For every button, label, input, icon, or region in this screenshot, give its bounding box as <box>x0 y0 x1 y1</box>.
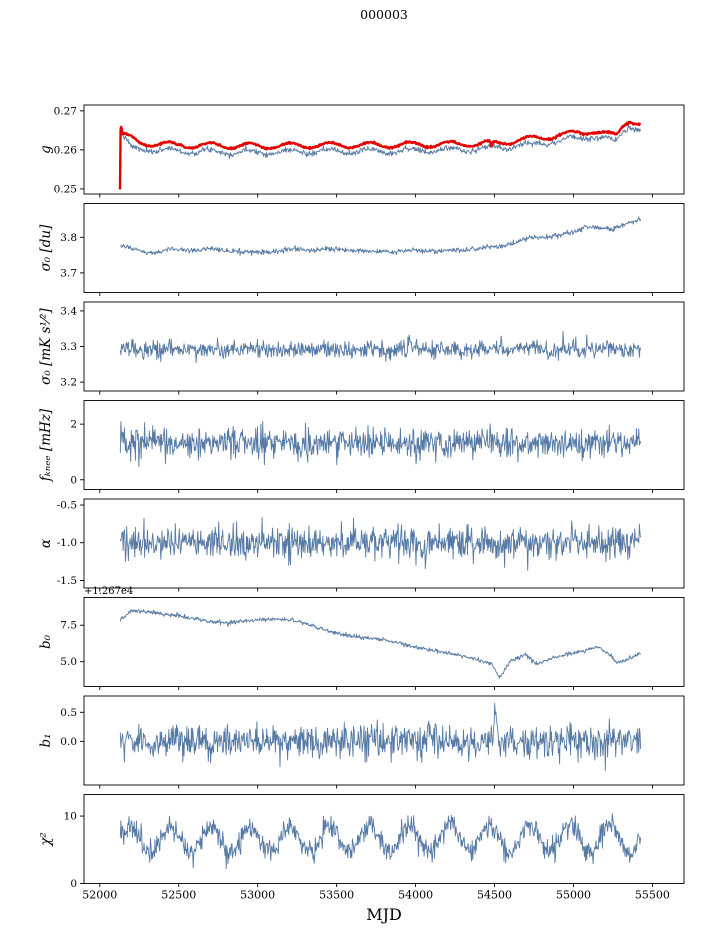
series-alpha-line <box>119 517 642 571</box>
panel-sigma0-du-ylabel: σ₀ [du] <box>38 224 54 272</box>
series-sigma0-du-line <box>120 216 642 256</box>
panel-sigma0-du-frame <box>83 203 685 293</box>
x-tick-label: 52500 <box>161 889 196 902</box>
x-tick-label: 52000 <box>82 889 117 902</box>
panel-alpha-ylabel: α <box>38 539 54 548</box>
series-fknee-line <box>119 420 642 468</box>
x-tick-label: 54000 <box>398 889 433 902</box>
panel-sigma0-mk-ytick-label: 3.4 <box>60 305 77 317</box>
panel-chi2-ytick-label: 10 <box>64 811 77 823</box>
panel-chi2-ylabel: χ² <box>38 832 54 847</box>
panel-b0-ytick-label: 5.0 <box>60 656 77 668</box>
panel-alpha-frame <box>83 498 685 589</box>
x-tick-label: 55000 <box>556 889 591 902</box>
panel-b1-ytick-label: 0.0 <box>60 736 77 748</box>
x-tick-label: 54500 <box>477 889 512 902</box>
panel-b0-frame <box>83 597 685 687</box>
panel-b0-ylabel: b₀ <box>38 634 54 649</box>
x-axis-label: MJD <box>366 905 402 924</box>
panel-chi2-frame <box>83 794 685 884</box>
panel-fknee-ylabel: fₖₙₑₑ [mHz] <box>38 408 54 482</box>
panel-sigma0-mk-frame <box>83 301 685 392</box>
x-tick-label: 55500 <box>635 889 670 902</box>
panel-b1-ytick-label: 0.5 <box>60 707 77 719</box>
series-sigma0-mk-line <box>119 330 642 364</box>
series-b1-line <box>119 702 642 772</box>
panel-fknee-frame <box>83 400 685 490</box>
series-chi2-line <box>119 813 642 870</box>
x-tick-label: 53000 <box>240 889 275 902</box>
panel-sigma0-mk-ytick-label: 3.3 <box>60 341 77 353</box>
panel-chi2-ytick-label: 0 <box>70 878 77 890</box>
panel-sigma0-mk-ytick-label: 3.2 <box>60 377 77 389</box>
x-tick-label: 53500 <box>319 889 354 902</box>
series-g-blue-line <box>119 125 642 159</box>
panel-g-ytick-label: 0.27 <box>54 105 77 117</box>
figure-title: 000003 <box>360 7 408 22</box>
panel-alpha-ytick-label: -0.5 <box>57 500 77 512</box>
panel-g-ylabel: g <box>38 145 54 154</box>
panel-alpha-ytick-label: -1.0 <box>57 537 77 549</box>
panel-b1-frame <box>83 695 685 786</box>
panel-sigma0-du-ytick-label: 3.7 <box>60 267 77 279</box>
panel-g-ytick-label: 0.26 <box>54 144 78 156</box>
panel-sigma0-mk-ylabel: σ₀ [mK s¹⁄²] <box>38 307 54 384</box>
panel-b0-offset-text: +1.267e4 <box>84 586 133 597</box>
panel-b1-ylabel: b₁ <box>38 733 54 747</box>
series-b0-line <box>119 609 641 679</box>
panel-g-ytick-label: 0.25 <box>54 183 77 195</box>
panel-fknee-ytick-label: 2 <box>70 419 77 431</box>
panel-alpha-ytick-label: -1.5 <box>57 575 77 587</box>
panel-sigma0-du-ytick-label: 3.8 <box>60 232 77 244</box>
series-g-red-line <box>118 120 642 190</box>
panel-fknee-ytick-label: 0 <box>70 474 77 486</box>
panel-b0-ytick-label: 7.5 <box>60 620 77 632</box>
